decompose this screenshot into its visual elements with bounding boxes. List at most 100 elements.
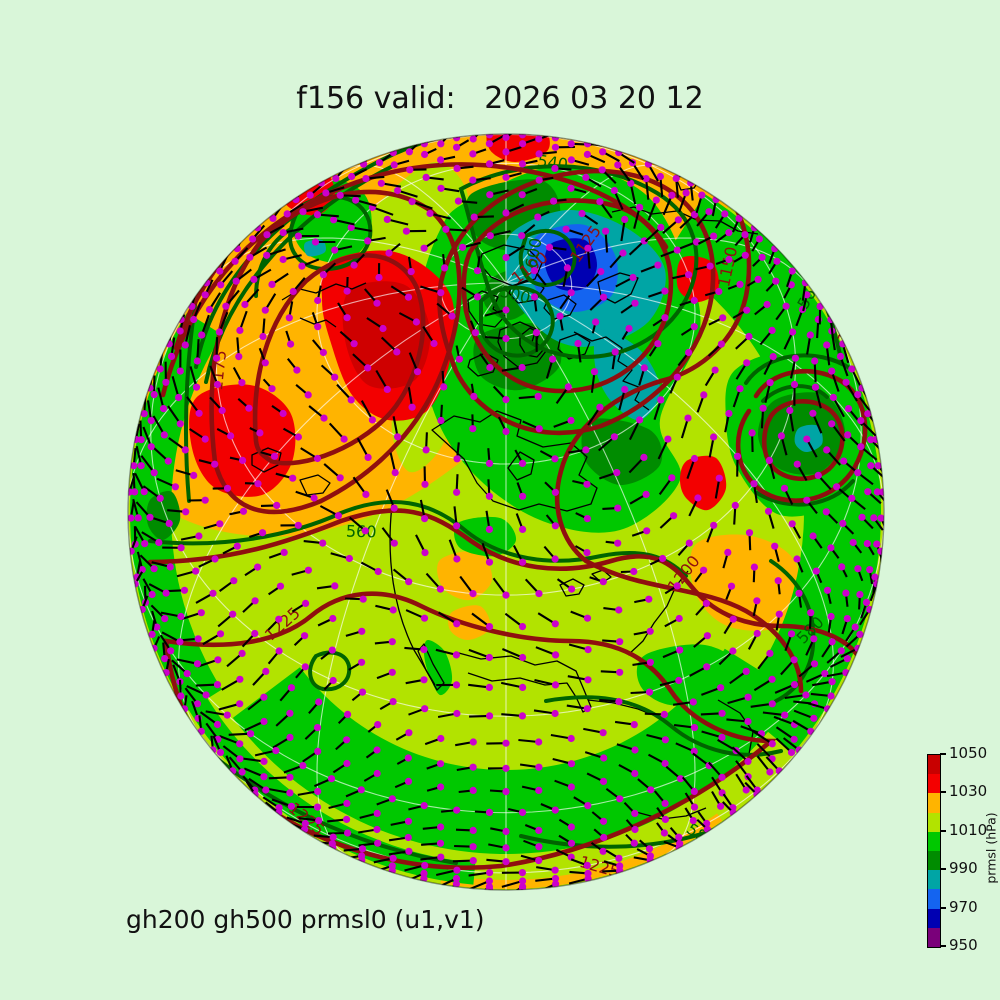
wind-dot <box>343 287 351 295</box>
wind-dot <box>452 874 461 883</box>
wind-dot <box>420 614 429 622</box>
wind-dot <box>745 332 753 341</box>
wind-dot <box>227 432 235 440</box>
wind-dot <box>870 514 878 522</box>
wind-tail <box>620 219 626 242</box>
wind-dot <box>550 197 558 205</box>
wind-dot <box>320 414 328 422</box>
wind-dot <box>715 474 723 482</box>
wind-dot <box>518 623 527 631</box>
wind-dot <box>674 216 683 224</box>
wind-dot <box>485 623 494 631</box>
wind-dot <box>388 638 396 646</box>
colorbar-tick <box>940 791 946 794</box>
colorbar-segment <box>928 774 940 794</box>
wind-dot <box>864 410 872 418</box>
wind-tail <box>372 206 394 216</box>
wind-dot <box>844 431 852 439</box>
wind-dot <box>745 529 754 537</box>
wind-dot <box>816 302 824 310</box>
wind-dot <box>502 427 510 436</box>
wind-dot <box>192 383 201 391</box>
gh200-contour-label: 1225 <box>820 268 856 313</box>
wind-tail <box>484 308 507 317</box>
wind-dot <box>652 196 660 204</box>
wind-dot <box>631 746 639 754</box>
wind-dot <box>299 762 307 770</box>
wind-dot <box>661 815 670 824</box>
wind-dot <box>675 614 683 623</box>
wind-dot <box>452 681 461 689</box>
wind-dot <box>404 833 412 842</box>
wind-dot <box>262 667 270 676</box>
wind-dot <box>436 839 445 847</box>
wind-dot <box>809 532 817 540</box>
wind-dot <box>754 275 762 283</box>
wind-dot <box>159 405 168 413</box>
wind-dot <box>343 815 351 824</box>
wind-dot <box>689 817 697 825</box>
wind-dot <box>390 539 398 547</box>
wind-dot <box>753 629 761 638</box>
wind-dot <box>729 615 737 623</box>
wind-dot <box>131 488 139 496</box>
wind-dot <box>350 261 358 269</box>
wind-dot <box>375 273 383 282</box>
colorbar-segment <box>928 831 940 851</box>
gh500-contour <box>518 228 577 287</box>
wind-dot <box>260 693 268 701</box>
wind-dot <box>276 582 285 590</box>
wind-dot <box>879 488 884 496</box>
wind-dot <box>724 548 732 557</box>
wind-dot <box>789 328 797 336</box>
wind-dot <box>165 519 173 528</box>
wind-tail <box>167 405 182 425</box>
wind-dot <box>810 714 818 722</box>
wind-dot <box>420 676 428 684</box>
wind-dot <box>128 514 135 522</box>
colorbar-tick-label: 1030 <box>949 782 988 801</box>
wind-dot <box>551 866 559 874</box>
wind-dot <box>448 312 456 320</box>
wind-dot <box>177 612 185 621</box>
colorbar-gradient <box>927 754 941 948</box>
wind-dot <box>518 459 527 467</box>
wind-dot <box>161 615 169 623</box>
wind-dot <box>532 329 541 337</box>
wind-dot <box>485 492 493 500</box>
wind-dot <box>670 512 678 520</box>
wind-dot <box>829 393 838 402</box>
wind-tail <box>753 731 773 745</box>
wind-dot <box>702 599 711 608</box>
wind-dot <box>315 817 323 825</box>
wind-dot <box>518 558 527 566</box>
wind-dot <box>718 709 726 717</box>
wind-dot <box>268 280 276 288</box>
colorbar-segment <box>928 755 940 775</box>
wind-dot <box>750 563 759 571</box>
wind-dot <box>358 845 367 853</box>
wind-dot <box>827 692 835 700</box>
wind-dot <box>130 462 138 470</box>
wind-dot <box>332 174 340 182</box>
wind-dot <box>385 249 393 257</box>
wind-dot <box>599 578 607 586</box>
wind-dot <box>294 232 302 240</box>
wind-dot <box>311 238 320 246</box>
wind-dot <box>645 688 654 696</box>
wind-dot <box>263 231 271 239</box>
wind-dot <box>567 734 575 743</box>
wind-tail <box>219 735 241 745</box>
wind-dot <box>592 318 600 326</box>
wind-dot <box>473 267 482 275</box>
wind-dot <box>715 287 723 296</box>
wind-dot <box>336 191 344 199</box>
wind-dot <box>313 454 322 463</box>
wind-dot <box>839 519 847 528</box>
wind-tail <box>814 386 822 409</box>
wind-dot <box>502 396 510 404</box>
wind-dot <box>390 504 398 512</box>
wind-dot <box>631 299 639 307</box>
wind-dot <box>791 354 800 362</box>
wind-dot <box>313 803 322 811</box>
